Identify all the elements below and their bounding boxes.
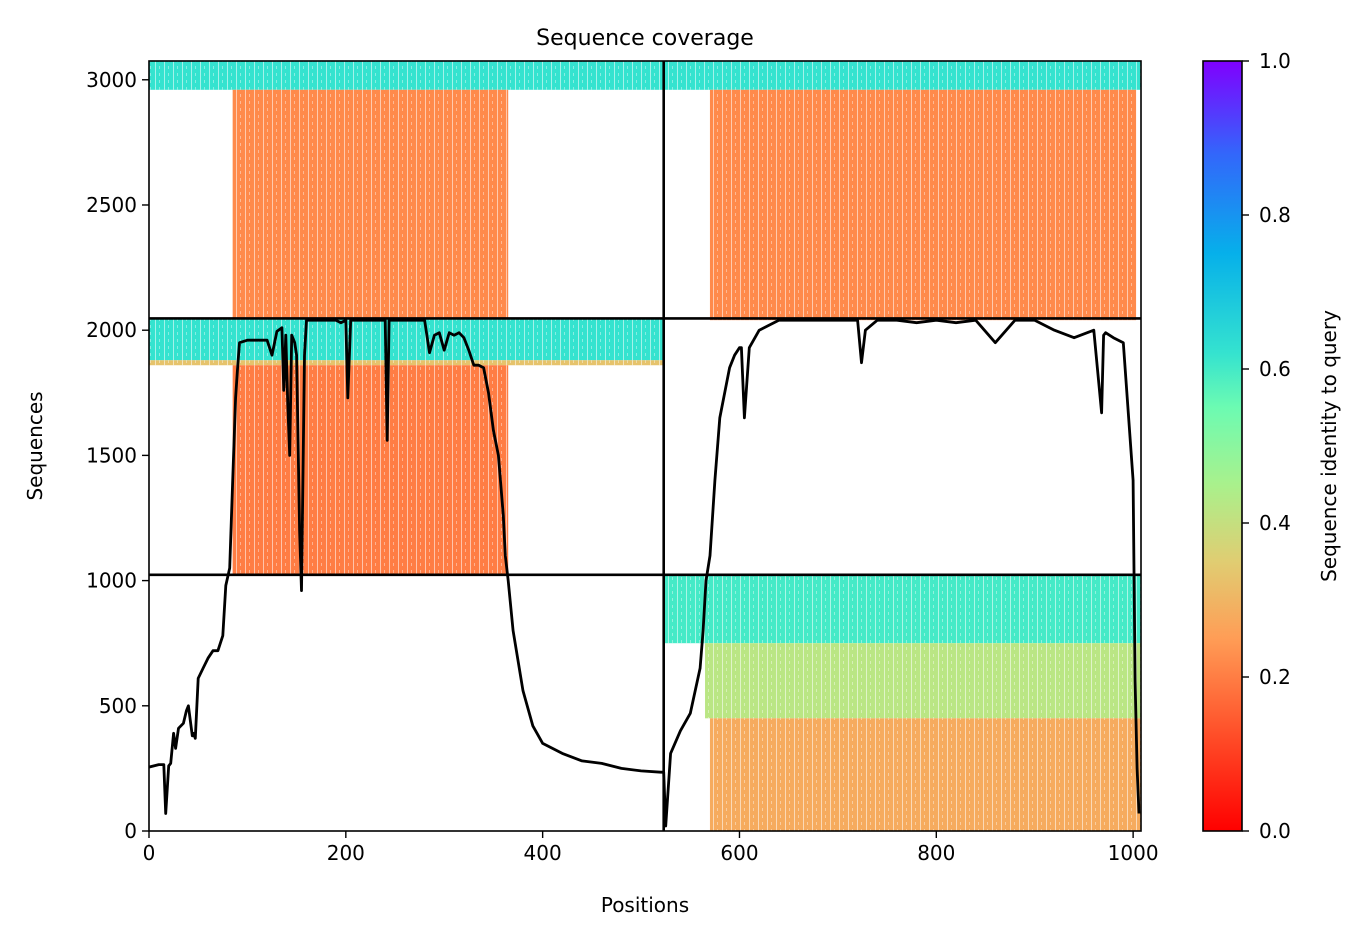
colorbar-tick-label-1: 0.2 [1259,665,1291,689]
colorbar-tick-label-0: 0.0 [1259,819,1291,843]
heatmap-texture-2-1 [149,360,664,366]
heatmap-texture-2-2 [232,365,509,575]
x-tick-label-2: 400 [524,841,562,865]
x-tick-label-4: 800 [917,841,955,865]
heatmap-texture-3-2 [709,718,1141,831]
heatmap-texture-2-0 [149,318,664,361]
y-axis-ticks: 0 500 1000 1500 2000 2500 3000 [86,68,149,843]
x-axis-ticks: 0 200 400 600 800 1000 [143,831,1159,865]
coverage-heatmap [149,61,1141,831]
chart-title: Sequence coverage [536,26,754,51]
x-tick-label-3: 600 [720,841,758,865]
colorbar-label: Sequence identity to query [1317,310,1341,582]
heatmap-texture-0-0 [149,61,664,90]
heatmap-texture-3-0 [663,574,1141,644]
colorbar-tick-label-2: 0.4 [1259,511,1291,535]
colorbar-tick-label-5: 1.0 [1259,49,1291,73]
y-tick-label-5: 2500 [86,193,137,217]
y-tick-label-2: 1000 [86,569,137,593]
heatmap-texture-0-1 [232,89,509,321]
y-tick-label-3: 1500 [86,443,137,467]
y-axis-label: Sequences [23,391,47,500]
y-tick-label-1: 500 [99,694,137,718]
x-tick-label-1: 200 [327,841,365,865]
block-dividers [149,61,1141,831]
plot-frame [148,60,1142,832]
heatmap-texture-1-1 [709,89,1137,321]
y-tick-label-6: 3000 [86,68,137,92]
colorbar [1202,60,1243,832]
y-tick-label-4: 2000 [86,318,137,342]
x-axis-label: Positions [601,893,689,917]
heatmap-texture-3-1 [705,643,1141,719]
colorbar-tick-label-3: 0.6 [1259,357,1291,381]
x-tick-label-0: 0 [143,841,156,865]
heatmap-texture-1-0 [663,61,1141,90]
coverage-line [149,318,1141,828]
y-tick-label-0: 0 [124,819,137,843]
colorbar-tick-label-4: 0.8 [1259,203,1291,227]
colorbar-ticks: 0.0 0.2 0.4 0.6 0.8 1.0 [1242,49,1291,843]
x-tick-label-5: 1000 [1108,841,1159,865]
